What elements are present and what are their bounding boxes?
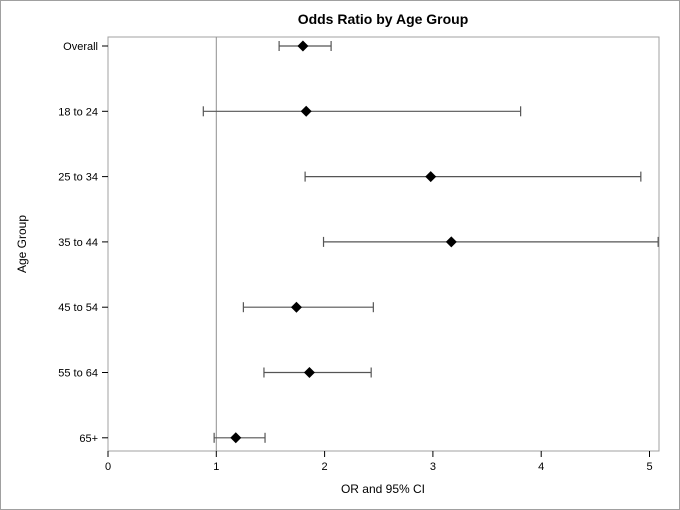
- odds-ratio-point: [290, 301, 302, 313]
- ci-row: [202, 105, 522, 117]
- ci-row: [242, 301, 374, 313]
- plot-area: [107, 36, 660, 452]
- chart-title: Odds Ratio by Age Group: [298, 11, 469, 27]
- odds-ratio-point: [303, 367, 315, 378]
- x-tick-label: 4: [538, 461, 544, 473]
- x-tick-label: 3: [430, 461, 436, 473]
- y-axis: Overall 18 to 24 25 to 34 35 to 44 45 to 54 5…: [58, 41, 108, 445]
- ci-row: [322, 236, 659, 248]
- x-tick-label: 2: [322, 461, 328, 473]
- ci-row: [278, 40, 332, 52]
- y-tick-label: 45 to 54: [58, 302, 98, 314]
- y-tick-label: 55 to 64: [58, 368, 98, 380]
- odds-ratio-point: [425, 171, 437, 183]
- y-tick-label: 25 to 34: [58, 172, 98, 184]
- odds-ratio-point: [230, 432, 242, 444]
- y-tick-label: 65+: [79, 433, 98, 445]
- y-tick-label: 35 to 44: [58, 237, 98, 249]
- odds-ratio-point: [297, 40, 309, 52]
- x-tick-label: 0: [105, 461, 111, 473]
- x-axis-label: OR and 95% CI: [341, 482, 425, 496]
- data-marks: [202, 40, 659, 444]
- x-axis: 0 1 2 3 4 5: [105, 451, 653, 473]
- y-tick-label: Overall: [63, 41, 98, 53]
- y-tick-label: 18 to 24: [58, 106, 98, 118]
- x-tick-label: 5: [646, 461, 652, 473]
- x-tick-label: 1: [213, 461, 219, 473]
- ci-row: [263, 367, 372, 378]
- ci-row: [213, 432, 266, 444]
- odds-ratio-point: [300, 105, 312, 117]
- y-axis-label: Age Group: [15, 215, 29, 273]
- ci-row: [304, 171, 642, 183]
- odds-ratio-point: [445, 236, 457, 248]
